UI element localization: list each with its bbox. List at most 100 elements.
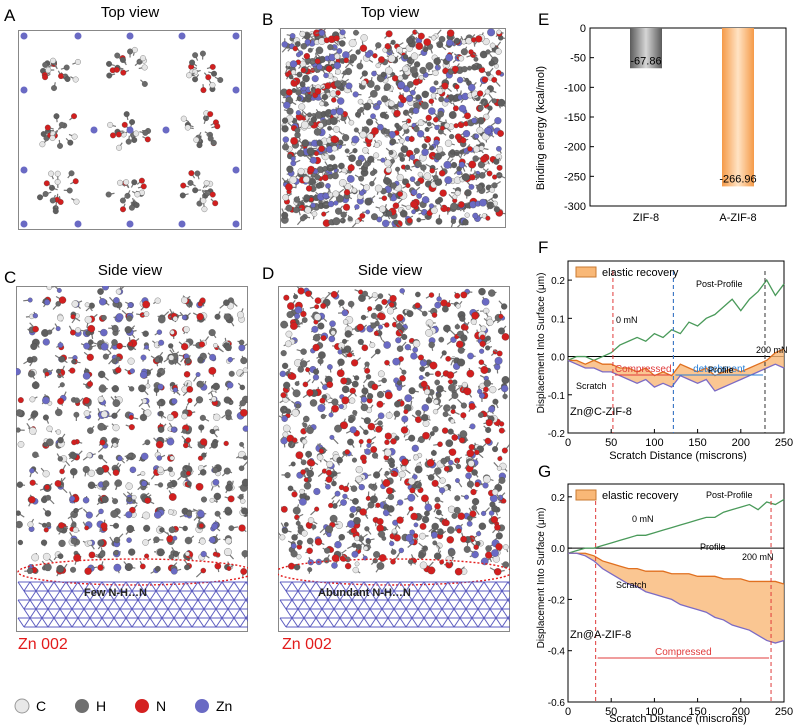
atom: [329, 117, 338, 126]
atom: [389, 301, 395, 308]
atom: [299, 498, 307, 506]
atom: [440, 125, 445, 131]
atom: [359, 212, 366, 219]
lattice-bond: [101, 599, 109, 610]
atom: [366, 438, 372, 444]
atom: [338, 179, 347, 187]
atom: [483, 386, 489, 393]
atom: [297, 167, 305, 175]
lattice-bond: [65, 599, 73, 610]
atom: [311, 75, 319, 83]
atom: [359, 44, 368, 52]
atom: [484, 127, 492, 135]
atom: [58, 121, 65, 128]
lattice-bond: [107, 590, 115, 601]
atom: [197, 357, 204, 364]
atom: [156, 455, 163, 461]
atom: [295, 110, 301, 116]
atom: [58, 356, 66, 363]
atom: [172, 535, 178, 541]
lattice-bond: [77, 581, 85, 592]
atom: [372, 53, 378, 59]
atom: [434, 124, 440, 131]
lattice-bond: [47, 581, 55, 592]
atom: [310, 116, 317, 123]
atom: [408, 506, 414, 512]
atom: [199, 469, 207, 476]
atom: [329, 90, 337, 98]
atom: [347, 216, 353, 222]
atom: [433, 57, 441, 65]
atom: [294, 381, 300, 386]
atom: [111, 385, 119, 393]
atom: [383, 177, 391, 185]
atom: [338, 162, 345, 170]
atom: [323, 72, 329, 79]
panel-c-zn-lattice: [17, 581, 248, 628]
atom: [225, 537, 232, 545]
lattice-bond: [89, 617, 97, 628]
atom: [409, 66, 418, 75]
atom: [119, 57, 126, 63]
atom: [311, 524, 317, 530]
atom: [223, 467, 231, 475]
atom: [290, 69, 297, 75]
atom: [290, 156, 296, 162]
atom: [468, 160, 477, 169]
atom: [111, 339, 118, 346]
lattice-bond: [59, 590, 67, 601]
atom: [100, 522, 108, 530]
atom: [353, 516, 361, 525]
lattice-bond: [71, 599, 79, 610]
atom: [331, 404, 339, 413]
atom: [209, 63, 216, 70]
atom: [180, 115, 187, 122]
lattice-bond: [191, 581, 199, 592]
atom: [300, 67, 307, 74]
atom: [333, 200, 339, 206]
atom: [436, 146, 444, 153]
atom: [443, 466, 450, 472]
atom: [287, 485, 294, 492]
atom: [448, 94, 455, 101]
atom: [434, 301, 442, 309]
lattice-bond: [161, 590, 169, 601]
atom: [357, 108, 363, 114]
atom: [479, 348, 485, 354]
atom: [393, 219, 399, 225]
atom: [439, 477, 446, 484]
atom: [183, 371, 191, 378]
atom: [112, 399, 121, 407]
atom: [194, 170, 201, 177]
atom: [212, 467, 219, 474]
lattice-bond: [137, 599, 145, 610]
atom: [114, 479, 123, 487]
atom: [42, 61, 49, 68]
atom: [373, 142, 380, 148]
zn-atom: [126, 32, 134, 40]
atom: [238, 465, 245, 472]
lattice-bond: [95, 617, 103, 628]
atom: [43, 563, 52, 572]
atom: [314, 304, 320, 310]
atom: [349, 387, 356, 395]
atom: [386, 307, 394, 315]
atom: [70, 468, 78, 476]
panel-letter-g: G: [538, 462, 552, 481]
panel-letter-b: B: [262, 10, 274, 29]
atom: [198, 341, 206, 348]
atom: [340, 377, 348, 385]
atom: [355, 218, 360, 224]
atom: [408, 387, 416, 395]
atom: [375, 63, 381, 69]
atom: [421, 196, 430, 204]
lattice-bond: [155, 581, 163, 592]
atom: [113, 297, 120, 304]
atom: [87, 324, 96, 333]
atom: [157, 426, 165, 433]
atom: [307, 567, 313, 573]
atom: [421, 148, 429, 156]
atom: [301, 139, 310, 147]
atom: [168, 554, 175, 560]
lattice-bond: [173, 581, 181, 592]
